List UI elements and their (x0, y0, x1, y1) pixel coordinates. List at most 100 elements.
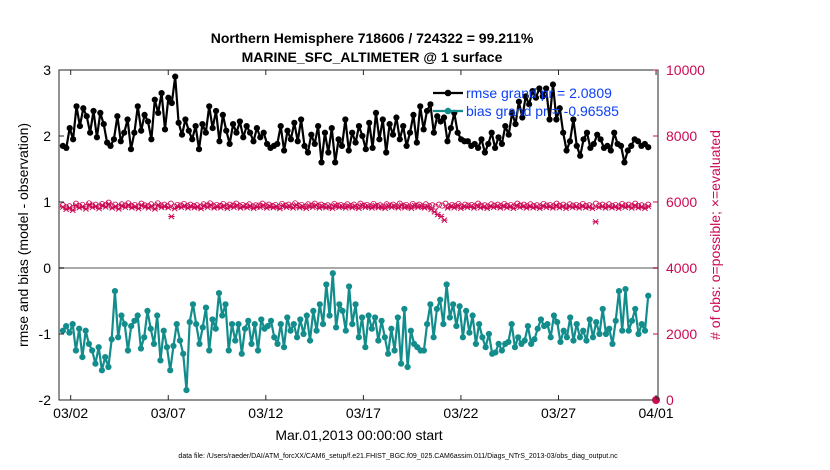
data-point (400, 123, 407, 130)
evaluated-obs-point (592, 218, 599, 225)
data-point (163, 344, 171, 351)
data-point (196, 340, 203, 347)
data-point (189, 301, 197, 308)
data-point (599, 305, 606, 313)
data-point (607, 147, 614, 154)
data-point (151, 96, 158, 103)
possible-obs-point (79, 201, 86, 208)
data-point (433, 305, 440, 313)
data-point (539, 93, 546, 100)
data-point (482, 344, 489, 351)
data-point (105, 363, 112, 371)
data-point (141, 111, 148, 118)
data-point (609, 340, 616, 347)
evaluated-obs-point (79, 203, 86, 210)
chart-title: Northern Hemisphere 718606 / 724322 = 99… (211, 30, 534, 46)
data-point (602, 330, 610, 338)
data-point (318, 159, 325, 166)
data-point (319, 321, 327, 328)
data-point (430, 334, 437, 341)
y-left-tick-label: -1 (39, 326, 52, 342)
data-point (225, 347, 232, 354)
data-point (311, 140, 318, 148)
data-point (175, 119, 182, 126)
data-point (59, 327, 67, 334)
x-tick-label: 03/17 (346, 405, 381, 421)
data-point (349, 321, 356, 328)
data-point (560, 327, 567, 334)
data-point (254, 347, 262, 354)
data-point (155, 109, 162, 116)
data-point (342, 327, 349, 334)
data-point (577, 152, 584, 159)
data-point (241, 325, 249, 332)
data-point (297, 316, 304, 323)
series-layer (59, 73, 661, 404)
evaluated-obs-point (589, 205, 596, 212)
data-point (586, 316, 593, 323)
evaluated-obs-point (155, 202, 162, 208)
data-point (89, 347, 96, 354)
data-point (325, 149, 332, 156)
data-point (378, 317, 385, 324)
data-point (531, 336, 538, 343)
data-point (287, 136, 295, 143)
data-point (328, 124, 335, 132)
data-point (536, 85, 543, 92)
data-point (355, 334, 362, 341)
evaluated-obs-point (92, 203, 99, 210)
data-point (549, 81, 557, 88)
data-point (580, 136, 587, 143)
data-point (450, 301, 457, 308)
data-point (277, 123, 284, 130)
data-point (138, 127, 145, 134)
data-point (315, 123, 322, 130)
data-point (108, 336, 115, 343)
data-point (95, 344, 102, 351)
data-point (355, 123, 363, 130)
data-point (274, 140, 281, 148)
data-point (271, 334, 278, 341)
y-left-tick-label: 0 (43, 260, 51, 276)
data-point (124, 116, 131, 123)
data-point (83, 113, 90, 120)
data-point (368, 325, 375, 332)
data-point (111, 288, 119, 295)
data-point (557, 338, 564, 346)
data-point (372, 109, 380, 116)
data-point (434, 113, 441, 120)
evaluated-obs-point (631, 202, 639, 209)
y-left-tick-label: 3 (43, 62, 51, 78)
data-point (209, 316, 216, 323)
data-point (245, 317, 252, 324)
data-point (628, 317, 636, 324)
data-point (498, 140, 506, 148)
data-point (316, 301, 323, 308)
data-point (463, 307, 470, 314)
data-point (371, 314, 379, 321)
y-right-tick-label: 6000 (666, 194, 697, 210)
data-point (632, 305, 639, 313)
data-point (148, 136, 155, 143)
legend: rmse grand pr = 2.0809 bias grand pr = -0… (433, 85, 619, 119)
data-point (495, 340, 502, 347)
data-point (594, 131, 601, 138)
data-point (150, 340, 158, 347)
data-point (332, 159, 339, 166)
data-point (212, 107, 220, 115)
data-point (321, 129, 329, 136)
data-point (195, 146, 203, 153)
possible-obs-point (619, 200, 626, 207)
x-tick-label: 03/07 (151, 405, 186, 421)
data-point (131, 317, 138, 324)
data-point (410, 111, 417, 118)
data-point (226, 140, 233, 148)
data-point (440, 114, 448, 121)
data-point (306, 337, 314, 344)
data-point (488, 129, 495, 136)
data-point (352, 139, 359, 146)
y-axis-right-ticks: 0 2000 4000 6000 8000 10000 (653, 62, 705, 408)
data-point (384, 350, 392, 357)
evaluated-obs-point (382, 205, 389, 212)
